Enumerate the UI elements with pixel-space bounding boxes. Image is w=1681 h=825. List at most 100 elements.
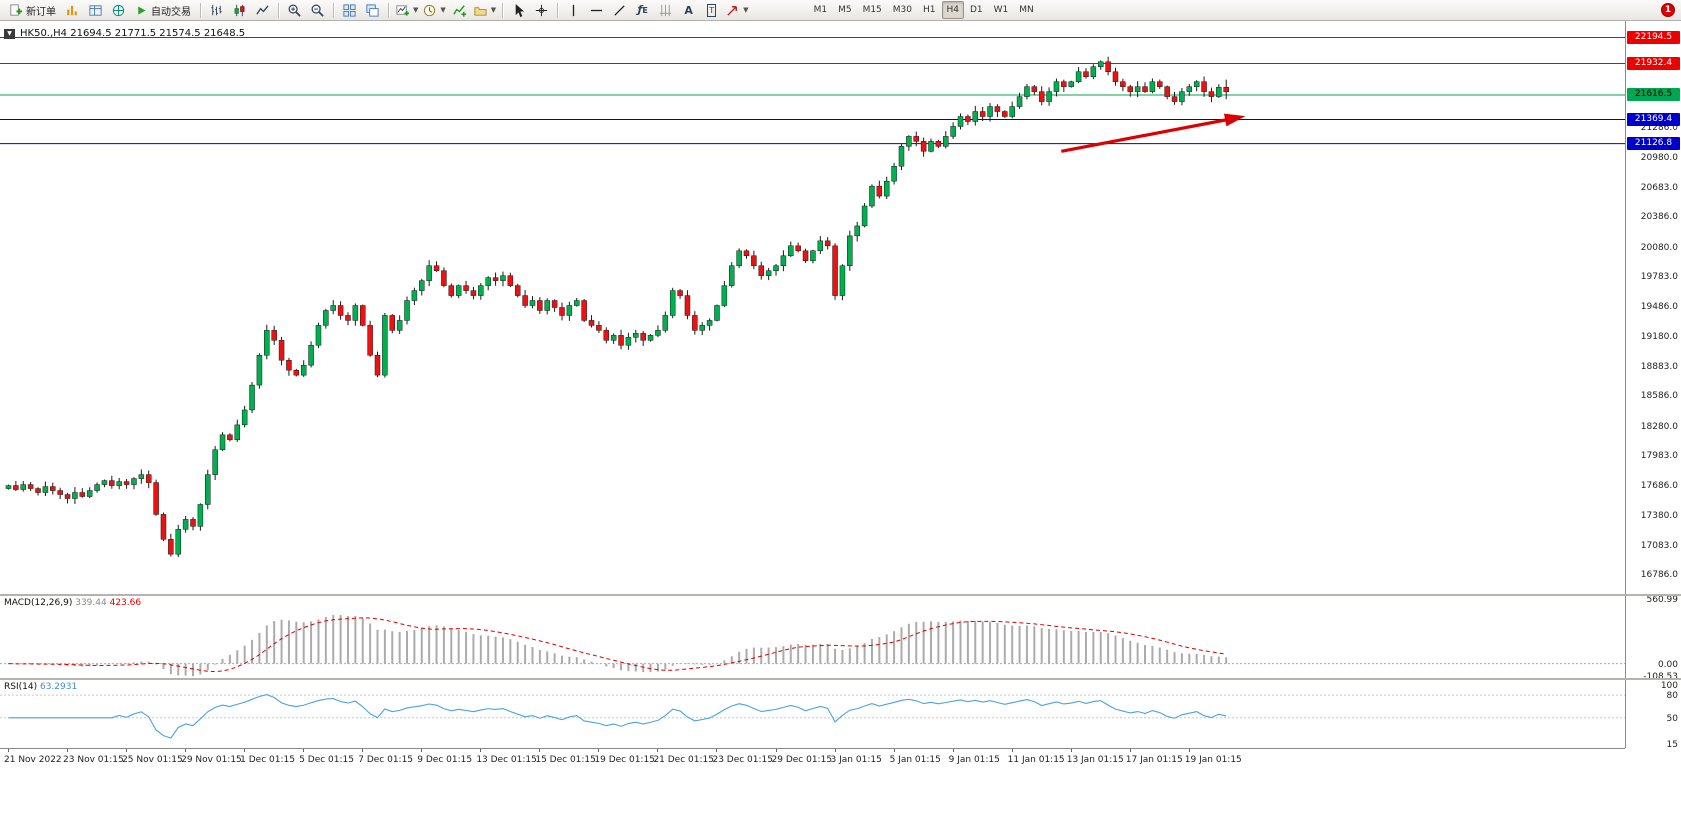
timeframe-button-w1[interactable]: W1 [993, 5, 1009, 15]
market-watch-button[interactable] [61, 1, 84, 20]
label-icon: T [707, 3, 717, 17]
macd-label: MACD(12,26,9) 339.44 423.66 [4, 598, 141, 608]
rsi-panel[interactable]: RSI(14) 63.2931 [0, 680, 1625, 748]
time-axis-tick [185, 749, 187, 752]
navigator-icon [112, 4, 125, 16]
price-scale[interactable]: 21286.0 20980.0 20683.0 20386.0 20080.0 19783… [1625, 21, 1681, 750]
panel-separator[interactable] [0, 594, 1681, 596]
time-axis-tick [657, 749, 659, 752]
toolbar: 新订单 自动交易 ▼ ▼ [0, 0, 1681, 21]
cascade-windows-button[interactable] [361, 1, 384, 20]
time-axis-tick [952, 749, 954, 752]
timeframe-toolbar: M1 M5 M15 M30 H1 H4 D1 W1 MN [809, 1, 1039, 19]
timeframe-button-m15[interactable]: M15 [862, 5, 882, 15]
auto-trading-label: 自动交易 [151, 6, 191, 18]
price-axis-tick: 17380.0 [1640, 511, 1678, 522]
rsi-axis-tick: 50 [1666, 713, 1678, 724]
time-axis-tick [1011, 749, 1013, 752]
zoom-in-icon [288, 4, 301, 17]
chart-window-icon[interactable]: ▼ [4, 28, 15, 39]
time-axis-label: 21 Nov 2022 [4, 755, 62, 765]
panel-separator[interactable] [0, 678, 1681, 680]
zoom-out-button[interactable] [306, 1, 329, 20]
timeframe-button-m5[interactable]: M5 [838, 5, 852, 15]
vertical-line-button[interactable] [562, 1, 585, 20]
cursor-button[interactable] [507, 1, 530, 20]
timeframe-button-h4[interactable]: H4 [941, 1, 964, 19]
time-axis-label: 25 Nov 01:15 [122, 755, 183, 765]
alert-badge[interactable]: 1 [1661, 3, 1675, 17]
fibonacci-button[interactable]: ƒE [631, 1, 654, 20]
time-axis-tick [716, 749, 718, 752]
indicators-button[interactable] [448, 1, 471, 20]
price-chart-panel[interactable]: ▼ HK50.,H4 21694.5 21771.5 21574.5 21648… [0, 21, 1625, 594]
bar-chart-button[interactable] [205, 1, 228, 20]
toolbar-separator [502, 2, 504, 18]
time-axis-tick [598, 749, 600, 752]
price-axis-tick: 17686.0 [1640, 480, 1678, 491]
new-order-label: 新订单 [26, 6, 56, 18]
time-axis-tick [303, 749, 305, 752]
price-level-label: 21126.8 [1627, 137, 1680, 151]
timeframe-button-d1[interactable]: D1 [970, 5, 983, 15]
rsi-axis-tick: 100 [1660, 681, 1678, 691]
period-button[interactable]: ▼ [420, 1, 447, 20]
cycle-lines-icon [660, 4, 672, 16]
doc-plus-icon [10, 3, 23, 16]
rsi-name: RSI(14) [4, 682, 38, 692]
auto-trading-button[interactable]: 自动交易 [130, 1, 196, 20]
market-watch-icon [67, 5, 77, 15]
text-icon: A [684, 3, 693, 17]
crosshair-button[interactable] [530, 1, 553, 20]
templates-button[interactable]: ▼ [471, 1, 498, 20]
timeframe-button-m30[interactable]: M30 [892, 5, 912, 15]
price-axis-tick: 19486.0 [1640, 301, 1678, 312]
tile-windows-button[interactable] [338, 1, 361, 20]
price-level-label: 21616.5 [1627, 88, 1680, 102]
zoom-out-icon [311, 4, 324, 17]
indicators-icon [453, 4, 466, 17]
new-chart-button[interactable]: ▼ [393, 1, 420, 20]
chart-title: HK50.,H4 21694.5 21771.5 21574.5 21648.5 [20, 28, 246, 39]
price-axis-tick: 16786.0 [1640, 570, 1678, 581]
shapes-button[interactable]: ▼ [723, 1, 750, 20]
macd-panel[interactable]: MACD(12,26,9) 339.44 423.66 [0, 596, 1625, 678]
trendline-button[interactable] [608, 1, 631, 20]
time-axis[interactable]: 21 Nov 2022 23 Nov 01:15 25 Nov 01:15 29 No… [0, 748, 1625, 769]
time-axis-label: 5 Jan 01:15 [889, 755, 941, 765]
chart-title-row: ▼ HK50.,H4 21694.5 21771.5 21574.5 21648… [4, 28, 245, 39]
vertical-line-icon [573, 4, 575, 16]
horizontal-line-button[interactable] [585, 1, 608, 20]
cycle-lines-button[interactable] [654, 1, 677, 20]
time-axis-label: 29 Nov 01:15 [181, 755, 242, 765]
toolbar-separator [278, 2, 279, 18]
new-order-button[interactable]: 新订单 [3, 1, 61, 20]
candlestick-chart-button[interactable] [228, 1, 251, 20]
line-chart-button[interactable] [251, 1, 274, 20]
rsi-value: 63.2931 [39, 682, 78, 692]
tile-windows-icon [343, 3, 356, 17]
macd-signal-value: 423.66 [109, 598, 142, 608]
navigator-button[interactable] [107, 1, 130, 20]
template-icon [474, 6, 487, 16]
timeframe-button-mn[interactable]: MN [1019, 5, 1034, 15]
horizontal-line-icon [591, 9, 603, 11]
candlestick-chart[interactable] [0, 21, 1625, 594]
time-axis-label: 3 Jan 01:15 [830, 755, 882, 765]
time-axis-label: 13 Dec 01:15 [476, 755, 537, 765]
time-axis-tick [539, 749, 541, 752]
data-window-button[interactable] [84, 1, 107, 20]
zoom-in-button[interactable] [283, 1, 306, 20]
rsi-label: RSI(14) 63.2931 [4, 682, 77, 692]
timeframe-button-m1[interactable]: M1 [813, 5, 828, 15]
time-axis-tick [1070, 749, 1072, 752]
price-level-label: 22194.5 [1627, 30, 1680, 44]
text-button[interactable]: A [677, 1, 700, 20]
label-button[interactable]: T [700, 1, 723, 20]
time-axis-tick [893, 749, 895, 752]
macd-axis-tick: 560.99 [1646, 595, 1679, 606]
timeframe-button-h1[interactable]: H1 [923, 5, 936, 15]
time-axis-label: 19 Jan 01:15 [1184, 755, 1242, 765]
data-window-icon [89, 4, 102, 16]
price-axis-tick: 19783.0 [1640, 272, 1678, 283]
